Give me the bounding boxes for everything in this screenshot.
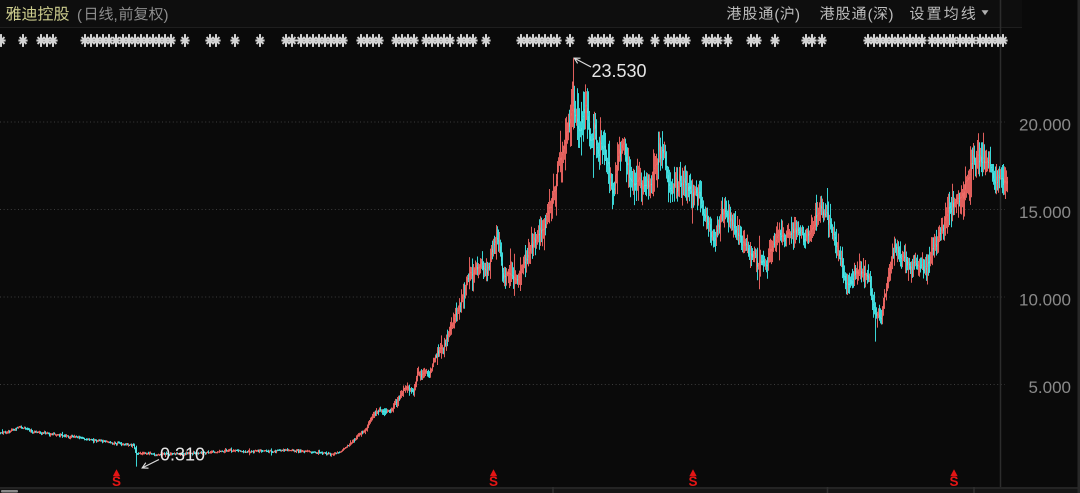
svg-text:(: ( [774, 6, 779, 23]
svg-text:15.000: 15.000 [1019, 203, 1071, 222]
svg-text:S: S [112, 474, 121, 489]
svg-text:0.310: 0.310 [160, 445, 205, 465]
svg-text:S: S [688, 474, 697, 489]
svg-text:(: ( [77, 7, 82, 24]
svg-text:S: S [489, 474, 498, 489]
svg-text:,: , [114, 7, 118, 24]
svg-text:(: ( [868, 6, 873, 23]
svg-text:): ) [889, 6, 894, 23]
svg-text:): ) [164, 7, 169, 24]
svg-text:23.530: 23.530 [592, 61, 647, 81]
svg-text:): ) [795, 6, 800, 23]
svg-text:10.000: 10.000 [1019, 291, 1071, 310]
svg-text:20.000: 20.000 [1019, 116, 1071, 135]
svg-text:5.000: 5.000 [1028, 378, 1071, 397]
svg-text:S: S [949, 474, 958, 489]
